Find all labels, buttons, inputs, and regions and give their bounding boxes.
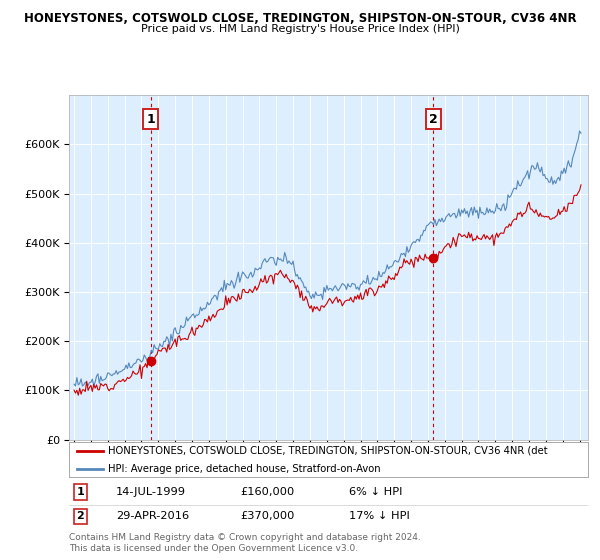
Text: 2: 2 <box>429 113 438 126</box>
Text: £370,000: £370,000 <box>240 511 295 521</box>
Text: 29-APR-2016: 29-APR-2016 <box>116 511 189 521</box>
Text: 6% ↓ HPI: 6% ↓ HPI <box>349 487 403 497</box>
Text: 17% ↓ HPI: 17% ↓ HPI <box>349 511 410 521</box>
Text: Price paid vs. HM Land Registry's House Price Index (HPI): Price paid vs. HM Land Registry's House … <box>140 24 460 34</box>
Text: HPI: Average price, detached house, Stratford-on-Avon: HPI: Average price, detached house, Stra… <box>108 464 380 474</box>
Text: 14-JUL-1999: 14-JUL-1999 <box>116 487 186 497</box>
Text: HONEYSTONES, COTSWOLD CLOSE, TREDINGTON, SHIPSTON-ON-STOUR, CV36 4NR (det: HONEYSTONES, COTSWOLD CLOSE, TREDINGTON,… <box>108 446 548 456</box>
Text: HONEYSTONES, COTSWOLD CLOSE, TREDINGTON, SHIPSTON-ON-STOUR, CV36 4NR: HONEYSTONES, COTSWOLD CLOSE, TREDINGTON,… <box>23 12 577 25</box>
Text: 1: 1 <box>146 113 155 126</box>
Text: £160,000: £160,000 <box>240 487 295 497</box>
Text: 1: 1 <box>77 487 84 497</box>
Text: Contains HM Land Registry data © Crown copyright and database right 2024.
This d: Contains HM Land Registry data © Crown c… <box>69 533 421 553</box>
Text: 2: 2 <box>77 511 84 521</box>
